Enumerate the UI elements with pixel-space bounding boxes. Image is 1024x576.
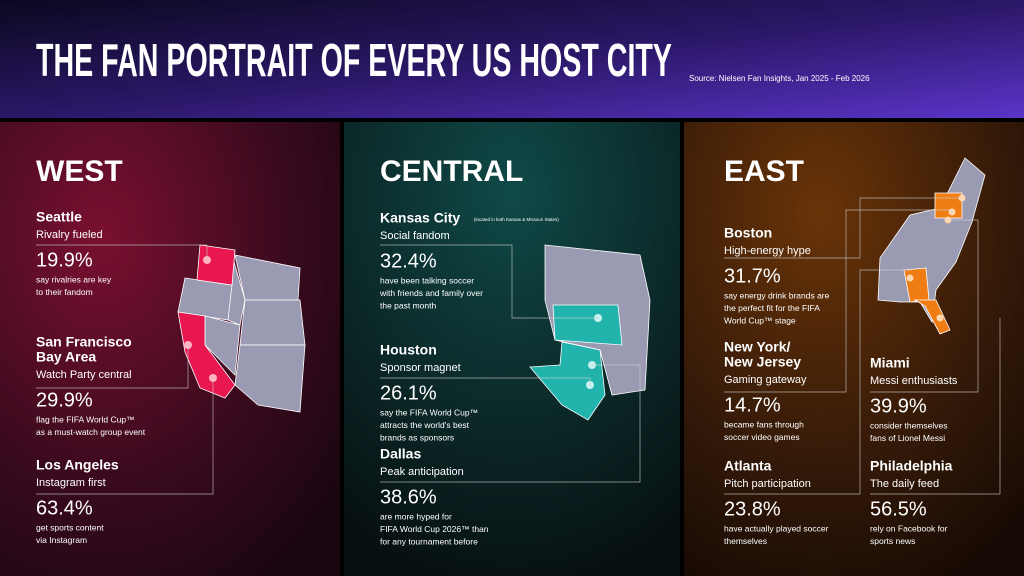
city-description: the past month — [380, 300, 437, 310]
city-description: say the FIFA World Cup™ — [380, 407, 478, 417]
city-description: World Cup™ stage — [724, 315, 796, 325]
city-description: get sports content — [36, 522, 104, 532]
city-description: sports news — [870, 536, 915, 546]
city-stat: 63.4% — [36, 497, 93, 519]
west-leaders — [36, 244, 214, 495]
city-stat: 31.7% — [724, 265, 781, 287]
city-name: New York/ — [724, 339, 791, 355]
city-tagline: Watch Party central — [36, 369, 132, 381]
east-leaders — [724, 197, 1001, 495]
header-bg — [0, 0, 1024, 118]
central-map — [529, 244, 651, 421]
city-name: Philadelphia — [870, 458, 953, 474]
city-name: Atlanta — [724, 458, 772, 474]
city-description: with friends and family over — [379, 288, 483, 298]
city-name: Miami — [870, 355, 910, 371]
city-description: via Instagram — [36, 535, 87, 545]
east-map — [877, 157, 986, 335]
city-name: San Francisco — [36, 334, 132, 350]
city-tagline: Social fandom — [380, 230, 450, 242]
city-name: Boston — [724, 225, 772, 241]
city-description: for any tournament before — [380, 536, 478, 546]
city-name: Seattle — [36, 209, 82, 225]
city-tagline: Gaming gateway — [724, 374, 807, 386]
region-title: WEST — [36, 155, 123, 188]
city-stat: 39.9% — [870, 395, 927, 417]
city-stat: 56.5% — [870, 498, 927, 520]
city-stat: 38.6% — [380, 486, 437, 508]
city-tagline: Sponsor magnet — [380, 362, 461, 374]
city-name: Kansas City — [380, 210, 460, 226]
city-description: themselves — [724, 536, 767, 546]
city-description: soccer video games — [724, 432, 800, 442]
city-description: brands as sponsors — [380, 432, 454, 442]
city-description: became fans through — [724, 419, 804, 429]
city-description: to their fandom — [36, 287, 93, 297]
central-leaders — [380, 244, 641, 483]
city-description: rely on Facebook for — [870, 523, 948, 533]
city-description: have actually played soccer — [724, 523, 829, 533]
city-stat: 29.9% — [36, 389, 93, 411]
city-description: have been talking soccer — [380, 275, 474, 285]
city-stat: 32.4% — [380, 250, 437, 272]
city-stat: 19.9% — [36, 249, 93, 271]
region-title: CENTRAL — [380, 155, 523, 188]
city-name: Bay Area — [36, 349, 96, 365]
city-description: say energy drink brands are — [724, 290, 830, 300]
city-note: (located in both Kansas & Missouri State… — [474, 217, 559, 222]
city-tagline: Peak anticipation — [380, 466, 464, 478]
city-tagline: Messi enthusiasts — [870, 375, 958, 387]
city-name: Dallas — [380, 446, 421, 462]
city-stat: 14.7% — [724, 394, 781, 416]
city-tagline: Pitch participation — [724, 478, 811, 490]
city-description: consider themselves — [870, 420, 947, 430]
city-tagline: Instagram first — [36, 477, 106, 489]
region-title: EAST — [724, 155, 804, 188]
city-description: FIFA World Cup 2026™ than — [380, 524, 489, 534]
source: Source: Nielsen Fan Insights, Jan 2025 -… — [689, 74, 870, 83]
city-description: as a must-watch group event — [36, 427, 146, 437]
city-tagline: Rivalry fueled — [36, 229, 103, 241]
city-description: fans of Lionel Messi — [870, 433, 945, 443]
city-description: the perfect fit for the FIFA — [724, 303, 820, 313]
title: THE FAN PORTRAIT OF EVERY US HOST CITY — [36, 34, 672, 86]
city-stat: 26.1% — [380, 382, 437, 404]
city-description: say rivalries are key — [36, 274, 112, 284]
city-description: are more hyped for — [380, 511, 452, 521]
city-description: flag the FIFA World Cup™ — [36, 414, 135, 424]
city-name: New Jersey — [724, 354, 801, 370]
city-name: Los Angeles — [36, 457, 119, 473]
city-name: Houston — [380, 342, 437, 358]
city-stat: 23.8% — [724, 498, 781, 520]
city-tagline: The daily feed — [870, 478, 939, 490]
city-description: attracts the world's best — [380, 420, 470, 430]
city-tagline: High-energy hype — [724, 245, 811, 257]
west-map — [177, 244, 306, 413]
